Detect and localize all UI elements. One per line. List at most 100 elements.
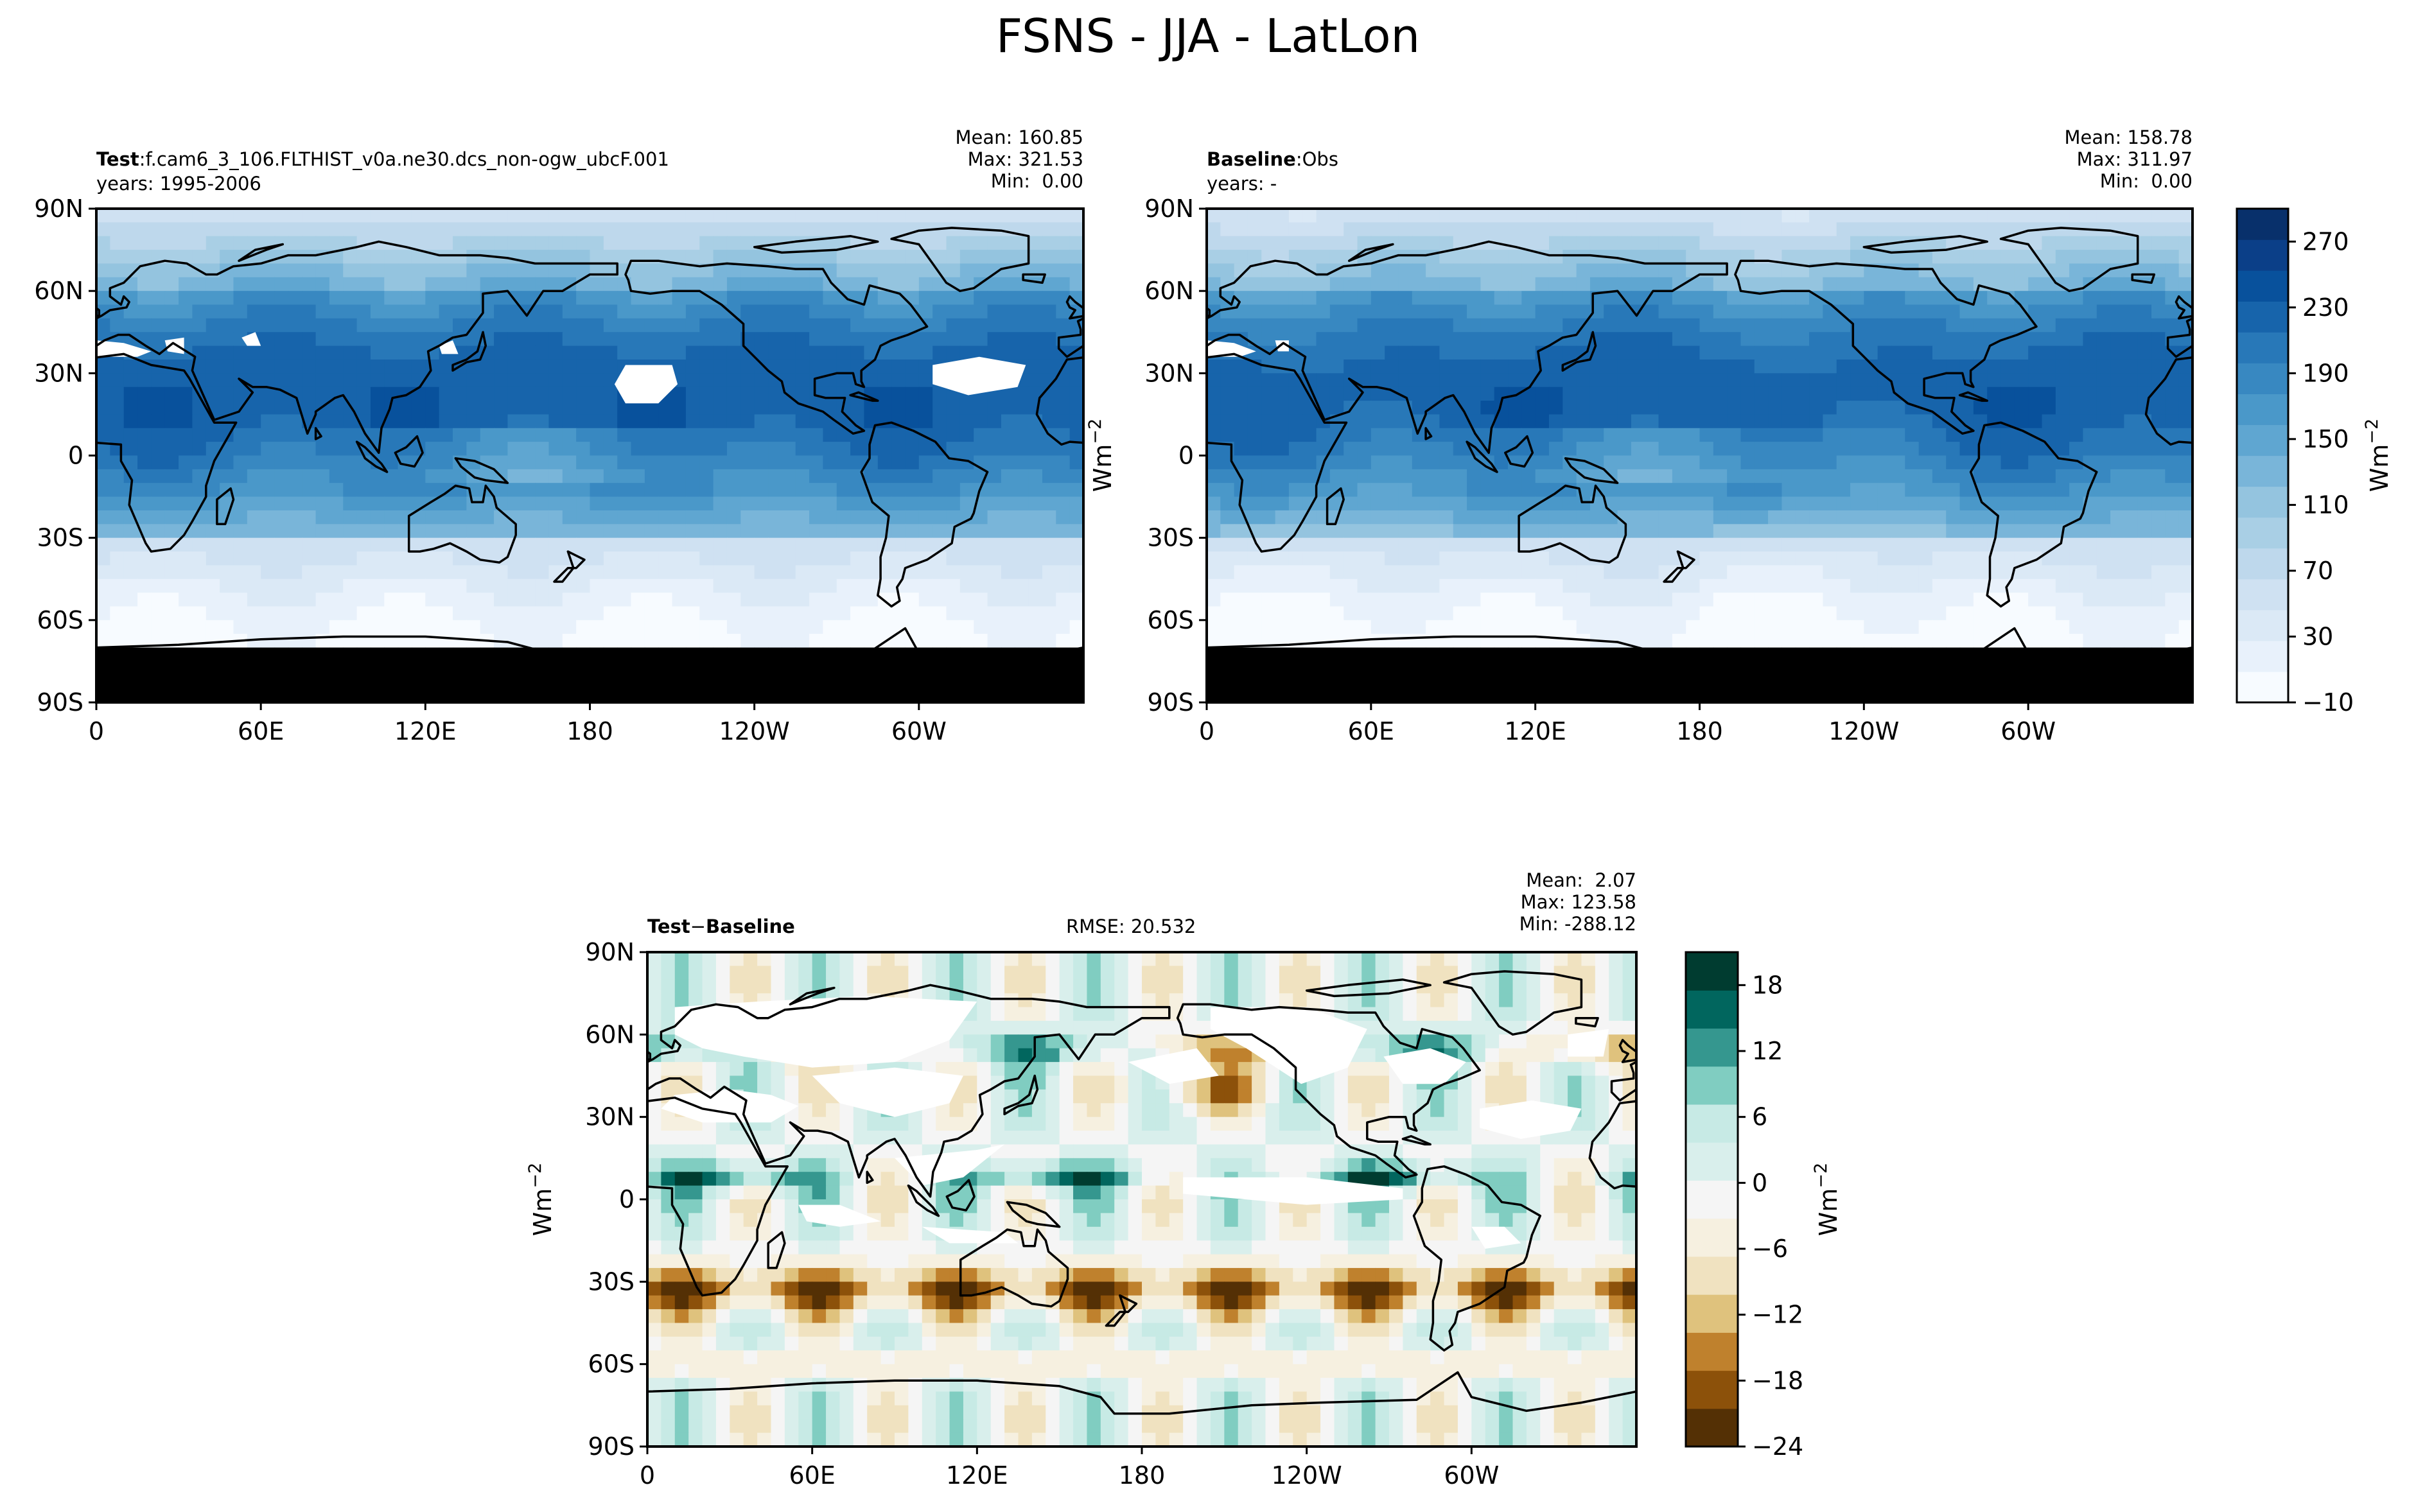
baseline-field-cell [1932, 496, 1947, 511]
test-field-cell [343, 510, 358, 525]
baseline-field-cell [1344, 414, 1358, 429]
baseline-field-cell [2124, 552, 2139, 566]
test-field-cell [809, 688, 824, 702]
baseline-field-cell [1426, 510, 1440, 525]
baseline-field-cell [1370, 291, 1385, 306]
test-field-cell [658, 675, 673, 690]
baseline-field-cell [1699, 318, 1714, 333]
baseline-field-cell [1275, 455, 1290, 470]
test-field-cell [521, 373, 536, 388]
baseline-field-cell [1589, 537, 1604, 552]
baseline-field-cell [2000, 455, 2015, 470]
test-field-cell [123, 688, 138, 702]
baseline-field-cell [1891, 634, 1905, 648]
test-field-cell [548, 442, 563, 456]
baseline-field-cell [1809, 483, 1823, 498]
baseline-field-cell [1398, 332, 1413, 347]
baseline-field-cell [1548, 250, 1563, 265]
test-field-cell [590, 524, 604, 539]
baseline-field-cell [2014, 209, 2029, 223]
baseline-field-cell [1604, 565, 1618, 580]
test-field-cell [877, 428, 892, 442]
test-field-cell [96, 647, 110, 662]
baseline-field-cell [1987, 373, 2002, 388]
baseline-field-cell [1905, 277, 1920, 291]
baseline-field-cell [1617, 318, 1632, 333]
baseline-field-cell [2096, 524, 2111, 539]
baseline-field-cell [1247, 565, 1262, 580]
test-field-cell [850, 277, 865, 291]
baseline-field-cell [1809, 318, 1823, 333]
test-field-cell [494, 263, 509, 278]
baseline-field-cell [1467, 332, 1481, 347]
baseline-field-cell [2137, 318, 2152, 333]
test-field-cell [411, 236, 426, 250]
baseline-field-cell [1357, 401, 1372, 415]
baseline-field-cell [1385, 236, 1399, 250]
baseline-field-cell [1521, 578, 1536, 593]
test-field-cell [576, 373, 591, 388]
test-field-cell [644, 647, 659, 662]
test-field-cell [137, 304, 152, 319]
test-field-cell [151, 401, 166, 415]
baseline-field-cell [1891, 469, 1905, 483]
baseline-field-cell [1768, 428, 1783, 442]
baseline-field-cell [1959, 483, 1974, 498]
test-field-cell [959, 401, 974, 415]
baseline-field-cell [1589, 428, 1604, 442]
test-field-cell [1042, 236, 1056, 250]
baseline-field-cell [1932, 565, 1947, 580]
test-field-cell [1056, 606, 1071, 621]
test-field-cell [823, 304, 837, 319]
baseline-field-cell [1412, 442, 1426, 456]
baseline-field-cell [1713, 373, 1728, 388]
baseline-field-cell [1467, 304, 1481, 319]
test-field-cell [288, 345, 302, 360]
test-field-cell [932, 578, 947, 593]
test-field-cell [576, 606, 591, 621]
baseline-field-cell [1261, 606, 1276, 621]
baseline-field-cell [2110, 483, 2124, 498]
test-field-cell [823, 291, 837, 306]
baseline-field-cell [1234, 552, 1248, 566]
baseline-field-cell [1699, 428, 1714, 442]
baseline-field-cell [1645, 469, 1659, 483]
test-field-cell [494, 401, 509, 415]
test-field-cell [672, 455, 687, 470]
baseline-field-cell [1740, 593, 1755, 607]
test-field-cell [288, 469, 302, 483]
test-field-cell [206, 428, 220, 442]
test-years: years: 1995-2006 [96, 173, 261, 195]
baseline-field-cell [1877, 373, 1892, 388]
test-field-cell [261, 263, 276, 278]
baseline-field-cell [1288, 250, 1303, 265]
test-field-cell [576, 291, 591, 306]
test-field-cell [164, 222, 179, 237]
baseline-field-cell [1357, 332, 1372, 347]
baseline-field-cell [1261, 593, 1276, 607]
baseline-field-cell [1261, 414, 1276, 429]
baseline-field-cell [1973, 552, 1988, 566]
test-field-cell [1028, 345, 1043, 360]
baseline-field-cell [2042, 318, 2056, 333]
test-field-cell [151, 593, 166, 607]
test-field-cell [905, 620, 920, 634]
test-field-cell [302, 332, 317, 347]
test-field-cell [726, 250, 741, 265]
baseline-field-cell [1344, 496, 1358, 511]
test-field-cell [110, 318, 125, 333]
baseline-field-cell [1357, 647, 1372, 662]
baseline-field-cell [1589, 387, 1604, 401]
test-field-cell [425, 661, 440, 675]
baseline-field-cell [1426, 359, 1440, 374]
test-field-cell [411, 277, 426, 291]
baseline-field-cell [1508, 593, 1522, 607]
test-field-cell [315, 593, 330, 607]
test-field-cell [987, 428, 1002, 442]
baseline-field-cell [1494, 277, 1509, 291]
test-field-cell [905, 291, 920, 306]
baseline-field-cell [1357, 345, 1372, 360]
baseline-field-cell [2165, 606, 2180, 621]
baseline-field-cell [1850, 455, 1864, 470]
